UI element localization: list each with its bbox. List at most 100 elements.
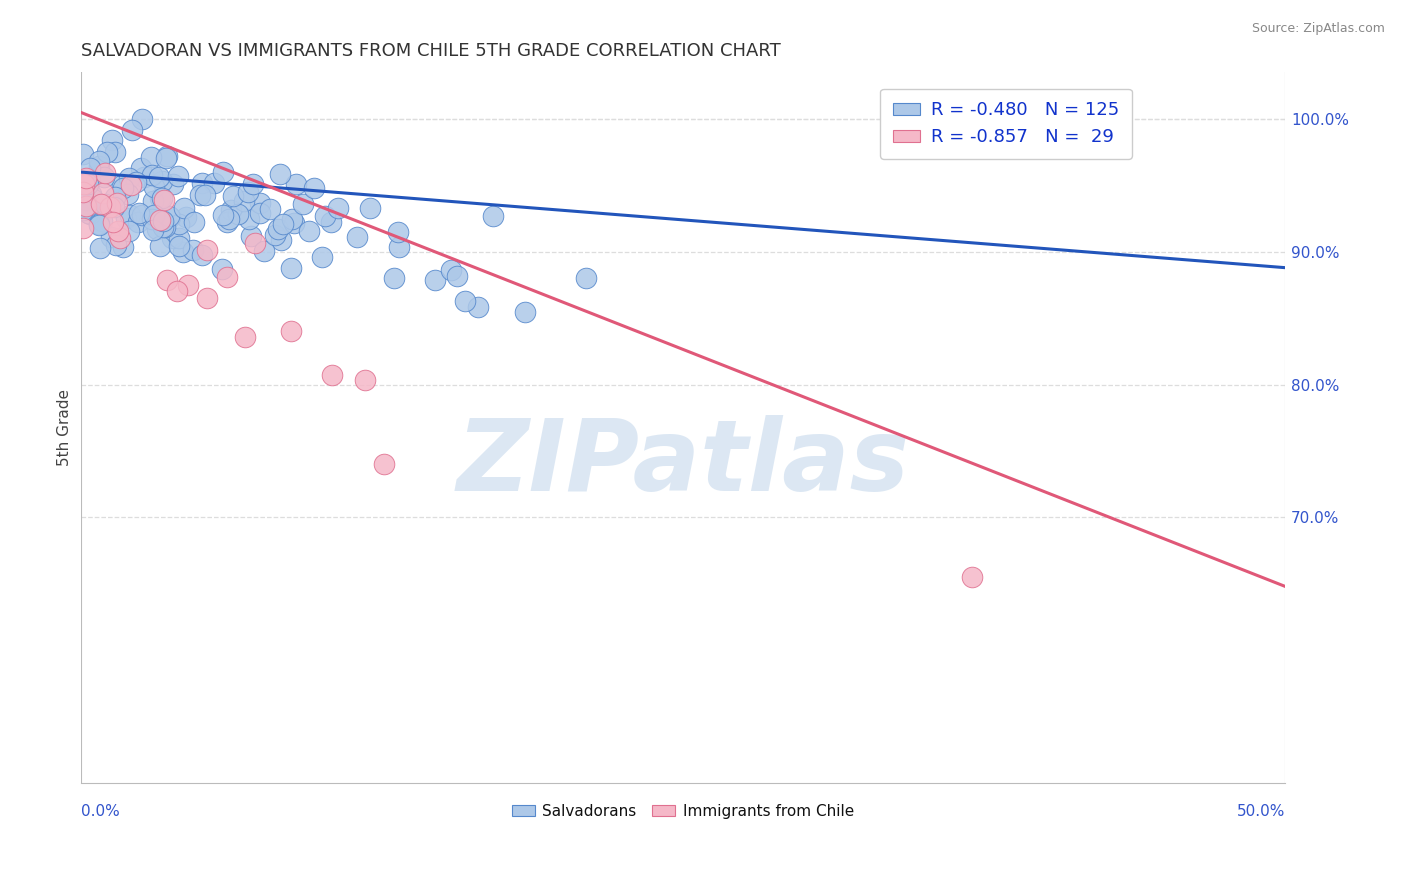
Point [181,243,204,257]
Point [125,176,148,190]
Point [321,368,343,382]
Point [440,263,463,277]
Point [152,220,174,235]
Point [96,145,118,160]
Point [387,225,409,239]
Point [153,219,176,233]
Point [302,180,325,194]
Point [195,244,218,258]
Point [75,171,97,186]
Point [157,209,180,223]
Point [173,201,195,215]
Point [446,268,468,283]
Point [211,261,233,276]
Point [384,271,406,285]
Point [79,207,101,221]
Legend: Salvadorans, Immigrants from Chile: Salvadorans, Immigrants from Chile [506,798,860,825]
Point [112,181,135,195]
Point [72,147,94,161]
Point [177,278,200,293]
Point [159,211,181,225]
Point [359,201,381,215]
Point [111,178,134,192]
Point [263,228,285,243]
Point [259,202,281,217]
Point [155,220,177,235]
Point [193,188,215,202]
Point [183,215,205,229]
Point [217,269,239,284]
Point [156,273,179,287]
Point [215,215,238,229]
Point [253,244,276,259]
Point [219,202,242,217]
Point [77,177,100,191]
Point [94,196,117,211]
Point [72,185,94,199]
Text: Source: ZipAtlas.com: Source: ZipAtlas.com [1251,22,1385,36]
Point [314,209,336,223]
Point [202,177,225,191]
Point [155,149,177,163]
Point [239,228,262,243]
Point [94,166,117,180]
Point [75,199,97,213]
Point [249,196,271,211]
Point [162,231,184,245]
Point [280,324,302,338]
Point [89,159,111,173]
Point [311,250,333,264]
Point [269,167,291,181]
Point [280,260,302,275]
Point [167,230,190,244]
Point [319,214,342,228]
Point [155,151,177,165]
Point [121,123,143,137]
Point [148,169,170,184]
Point [101,215,124,229]
Point [513,304,536,318]
Point [191,177,214,191]
Point [142,223,165,237]
Point [285,177,308,191]
Text: ZIPatlas: ZIPatlas [457,415,910,512]
Point [131,208,153,222]
Point [167,239,190,253]
Point [388,240,411,254]
Point [89,218,111,232]
Text: 50.0%: 50.0% [1237,805,1285,820]
Point [212,165,235,179]
Point [467,300,489,314]
Point [167,169,190,183]
Point [267,222,290,236]
Point [142,194,165,208]
Point [114,211,136,226]
Point [149,239,172,253]
Point [283,216,305,230]
Point [79,173,101,187]
Point [212,208,235,222]
Point [280,211,302,226]
Point [233,330,256,344]
Point [79,161,101,175]
Point [104,190,127,204]
Point [73,194,96,208]
Point [143,208,166,222]
Point [100,230,122,244]
Point [150,191,173,205]
Point [149,213,172,227]
Point [188,187,211,202]
Point [166,284,188,298]
Point [132,169,155,184]
Point [90,197,112,211]
Point [120,208,142,222]
Point [270,233,292,247]
Point [222,188,245,202]
Point [218,212,240,227]
Point [128,205,150,219]
Point [960,570,983,584]
Point [93,186,115,201]
Point [228,207,250,221]
Point [346,230,368,244]
Point [373,457,395,471]
